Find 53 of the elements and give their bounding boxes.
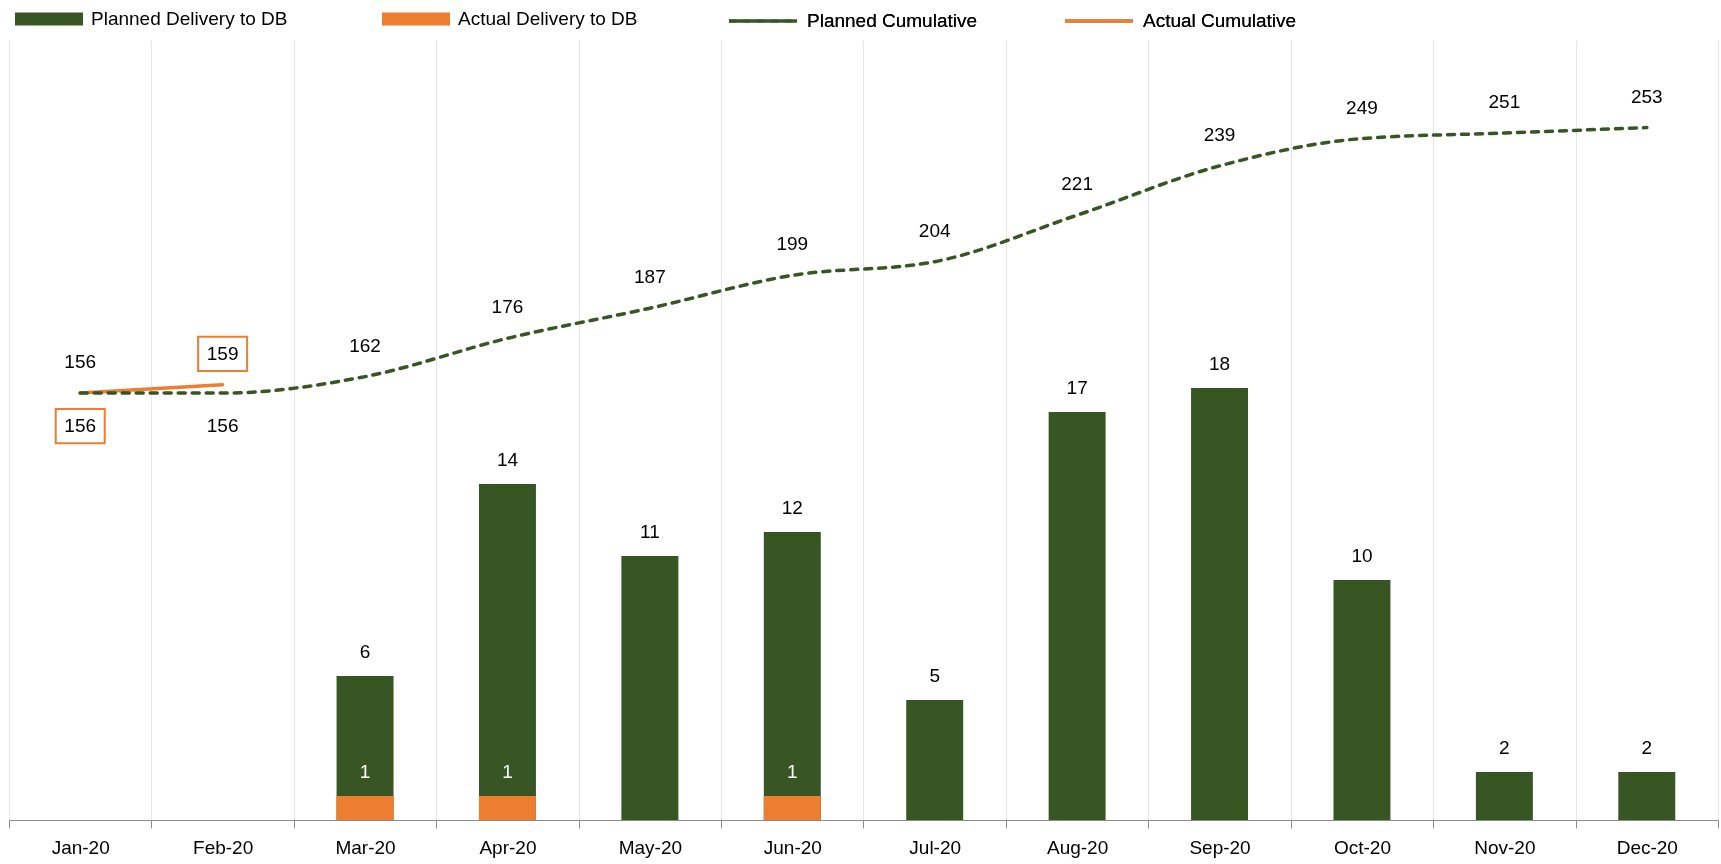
data-label: 18 xyxy=(1208,353,1231,374)
data-label: 249 xyxy=(1346,96,1378,118)
x-tick-label: Jun-20 xyxy=(763,836,822,858)
data-label: 176 xyxy=(491,296,524,318)
data-label: 2 xyxy=(1499,737,1510,758)
bar xyxy=(1475,772,1533,820)
data-label: 14 xyxy=(496,449,519,470)
bar xyxy=(336,796,394,820)
x-tick-label: Sep-20 xyxy=(1189,836,1251,858)
data-label: 10 xyxy=(1351,545,1373,566)
data-label: 253 xyxy=(1630,85,1663,107)
data-label: 11 xyxy=(640,521,660,542)
data-label: 2 xyxy=(1641,737,1653,758)
data-label: 12 xyxy=(781,497,803,518)
legend-label: Actual Delivery to DB xyxy=(458,8,638,29)
x-tick-label: Apr-20 xyxy=(479,836,537,858)
x-tick-label: Jul-20 xyxy=(909,836,962,858)
data-label: 162 xyxy=(349,334,381,356)
legend-label: Planned Delivery to DB xyxy=(91,8,288,29)
bar xyxy=(1191,388,1249,820)
x-tick-label: Aug-20 xyxy=(1046,836,1109,858)
x-tick-label: Mar-20 xyxy=(335,836,396,858)
bar xyxy=(621,556,679,820)
bar xyxy=(1333,580,1391,820)
x-tick-label: May-20 xyxy=(618,836,683,858)
x-tick-label: Oct-20 xyxy=(1333,836,1391,858)
bar xyxy=(906,700,964,820)
bar xyxy=(478,796,536,820)
data-label: 156 xyxy=(64,415,97,437)
data-label: 1 xyxy=(787,761,798,782)
data-label: 187 xyxy=(634,266,666,288)
data-label: 156 xyxy=(64,351,97,373)
data-label: 251 xyxy=(1488,91,1521,113)
bar xyxy=(1048,412,1106,820)
data-label: 6 xyxy=(359,641,371,662)
data-label: 1 xyxy=(502,761,513,782)
data-label: 204 xyxy=(918,219,951,241)
data-label: 5 xyxy=(929,665,940,686)
data-label: 156 xyxy=(206,415,239,437)
x-tick-label: Dec-20 xyxy=(1616,836,1678,858)
legend-label: Planned Cumulative xyxy=(807,10,978,31)
bar xyxy=(763,796,821,820)
x-tick-label: Nov-20 xyxy=(1474,836,1536,858)
data-label: 221 xyxy=(1061,173,1093,195)
data-label: 17 xyxy=(1066,377,1088,398)
data-label: 199 xyxy=(776,233,809,255)
data-label: 239 xyxy=(1203,123,1236,145)
bar xyxy=(1618,772,1676,820)
legend-label: Actual Cumulative xyxy=(1143,10,1297,31)
data-label: 159 xyxy=(206,342,239,364)
x-tick-label: Jan-20 xyxy=(51,836,110,858)
x-tick-label: Feb-20 xyxy=(193,836,254,858)
data-label: 1 xyxy=(359,761,371,782)
